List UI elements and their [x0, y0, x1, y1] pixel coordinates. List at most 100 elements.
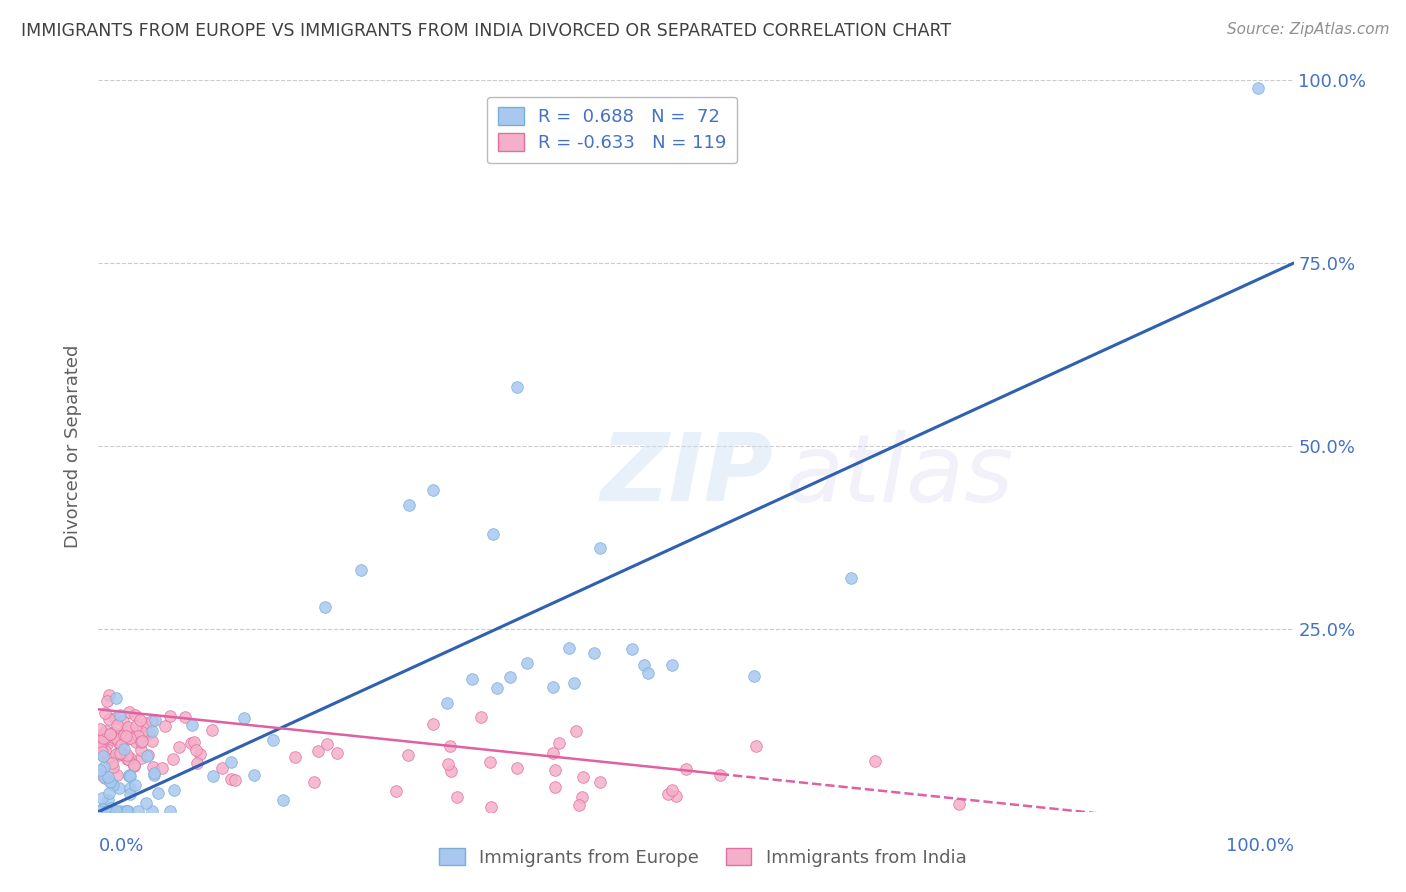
- Point: [142, 760, 165, 774]
- Point: [186, 756, 208, 770]
- Point: [163, 783, 186, 797]
- Point: [101, 760, 124, 774]
- Point: [105, 768, 128, 782]
- Point: [547, 736, 569, 750]
- Point: [233, 711, 256, 725]
- Point: [91, 790, 114, 805]
- Point: [110, 737, 132, 751]
- Point: [174, 710, 197, 724]
- Point: [127, 729, 149, 743]
- Point: [124, 778, 146, 792]
- Point: [440, 764, 463, 778]
- Point: [115, 804, 138, 818]
- Point: [841, 571, 863, 585]
- Legend: R =  0.688   N =  72, R = -0.633   N = 119: R = 0.688 N = 72, R = -0.633 N = 119: [488, 96, 737, 163]
- Point: [307, 744, 329, 758]
- Point: [93, 760, 115, 774]
- Point: [302, 775, 325, 789]
- Point: [91, 749, 114, 764]
- Point: [506, 761, 529, 775]
- Point: [117, 720, 139, 734]
- Point: [96, 694, 118, 708]
- Point: [568, 797, 591, 812]
- Point: [620, 642, 643, 657]
- Point: [117, 752, 139, 766]
- Point: [96, 737, 118, 751]
- Point: [96, 804, 118, 818]
- Point: [131, 724, 153, 739]
- Point: [122, 758, 145, 772]
- Point: [107, 747, 129, 762]
- Point: [446, 790, 468, 805]
- Point: [89, 740, 111, 755]
- Point: [129, 751, 152, 765]
- Point: [571, 789, 593, 804]
- Point: [675, 762, 697, 776]
- Point: [118, 705, 141, 719]
- Point: [101, 756, 124, 771]
- Point: [131, 734, 153, 748]
- Point: [89, 763, 111, 777]
- Y-axis label: Divorced or Separated: Divorced or Separated: [63, 344, 82, 548]
- Point: [100, 801, 122, 815]
- Point: [316, 738, 339, 752]
- Point: [108, 781, 131, 796]
- Point: [159, 804, 181, 818]
- Point: [89, 767, 111, 781]
- Point: [98, 727, 121, 741]
- Point: [184, 743, 207, 757]
- Text: atlas: atlas: [786, 430, 1014, 521]
- Point: [129, 735, 152, 749]
- Point: [110, 804, 132, 818]
- Point: [110, 707, 132, 722]
- Point: [865, 754, 887, 768]
- Point: [541, 681, 564, 695]
- Point: [115, 731, 138, 746]
- Point: [183, 735, 205, 749]
- Point: [97, 689, 120, 703]
- Point: [98, 786, 121, 800]
- Point: [104, 690, 127, 705]
- Point: [117, 804, 139, 818]
- Point: [120, 769, 142, 783]
- Point: [91, 745, 114, 759]
- Point: [1247, 80, 1270, 95]
- Point: [661, 782, 683, 797]
- Point: [398, 498, 420, 512]
- Point: [742, 669, 765, 683]
- Point: [110, 738, 132, 752]
- Point: [118, 731, 141, 745]
- Point: [98, 775, 121, 789]
- Point: [583, 646, 606, 660]
- Point: [98, 712, 121, 726]
- Point: [515, 657, 537, 671]
- Point: [562, 676, 585, 690]
- Point: [118, 787, 141, 801]
- Point: [202, 770, 225, 784]
- Point: [143, 714, 166, 728]
- Point: [637, 665, 659, 680]
- Point: [136, 747, 159, 762]
- Point: [93, 770, 115, 784]
- Point: [657, 787, 679, 801]
- Point: [118, 769, 141, 783]
- Point: [101, 778, 124, 792]
- Point: [108, 736, 131, 750]
- Point: [124, 719, 146, 733]
- Point: [188, 747, 211, 761]
- Point: [571, 770, 593, 784]
- Point: [105, 732, 128, 747]
- Point: [219, 772, 242, 787]
- Point: [350, 563, 373, 577]
- Point: [506, 380, 529, 394]
- Point: [105, 718, 128, 732]
- Point: [110, 746, 132, 760]
- Point: [544, 763, 567, 777]
- Point: [101, 724, 124, 739]
- Point: [124, 757, 146, 772]
- Point: [101, 731, 124, 745]
- Point: [97, 793, 120, 807]
- Point: [141, 804, 163, 818]
- Point: [118, 751, 141, 765]
- Text: ZIP: ZIP: [600, 429, 773, 521]
